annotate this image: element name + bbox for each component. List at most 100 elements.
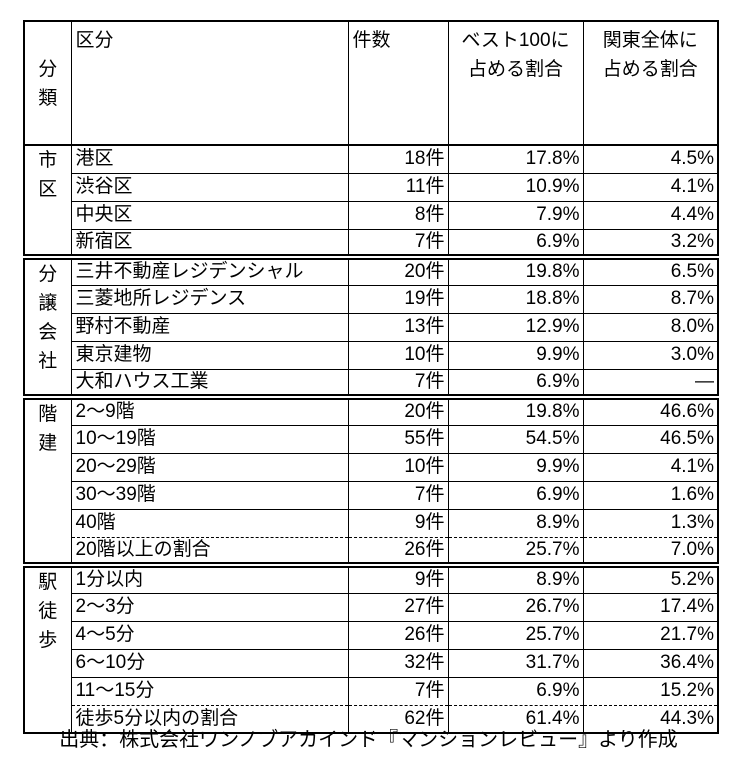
section-label-text: 階 建 xyxy=(38,404,58,454)
cell-best100: 8.9% xyxy=(447,508,584,537)
cell-kubun: 三井不動産レジデンシャル xyxy=(70,254,349,285)
cell-kubun: 30〜39階 xyxy=(70,480,349,509)
table-row: 駅 徒 歩 1分以内 9件 8.9% 5.2% xyxy=(23,562,719,733)
cell-best100: 61.4% xyxy=(447,704,584,733)
table-row: 20階以上の割合 26件 25.7% 7.0% xyxy=(24,536,719,565)
cell-best100: 54.5% xyxy=(447,424,584,453)
cell-best100: 26.7% xyxy=(447,592,584,621)
cell-kanto: — xyxy=(582,368,719,397)
cell-best100: 6.9% xyxy=(447,676,584,705)
cell-kensu: 20件 xyxy=(347,394,449,425)
cell-kensu: 11件 xyxy=(347,172,449,201)
cell-best100: 17.8% xyxy=(447,145,584,173)
cell-best100: 6.9% xyxy=(447,480,584,509)
table-row: 分 譲 会 社三井不動産レジデンシャル 20件 19.8% 6.5% xyxy=(23,254,719,397)
cell-kubun: 1分以内 xyxy=(70,562,349,593)
cell-kensu: 10件 xyxy=(347,340,449,369)
cell-best100: 6.9% xyxy=(447,368,584,397)
table-row: 4〜5分 26件 25.7% 21.7% xyxy=(24,620,719,649)
table-row: 大和ハウス工業 7件 6.9% — xyxy=(24,368,719,397)
cell-kanto: 17.4% xyxy=(582,592,719,621)
section-label: 分 譲 会 社 xyxy=(23,254,72,397)
cell-best100: 31.7% xyxy=(447,648,584,677)
cell-kubun: 大和ハウス工業 xyxy=(70,368,349,397)
cell-kubun: 4〜5分 xyxy=(70,620,349,649)
cell-kanto: 4.1% xyxy=(582,452,719,481)
cell-kensu: 7件 xyxy=(347,676,449,705)
cell-kensu: 62件 xyxy=(347,704,449,733)
cell-kanto: 8.7% xyxy=(582,284,719,313)
cell-kensu: 18件 xyxy=(347,145,449,173)
cell-kensu: 9件 xyxy=(347,562,449,593)
table-row: 10〜19階 55件 54.5% 46.5% xyxy=(24,424,719,453)
cell-kensu: 10件 xyxy=(347,452,449,481)
cell-kensu: 27件 xyxy=(347,592,449,621)
cell-kensu: 20件 xyxy=(347,254,449,285)
cell-kensu: 55件 xyxy=(347,424,449,453)
table-row: 11〜15分 7件 6.9% 15.2% xyxy=(24,676,719,705)
cell-kanto: 3.2% xyxy=(582,228,719,257)
table-row: 東京建物 10件 9.9% 3.0% xyxy=(24,340,719,369)
header-category: 分 類 xyxy=(23,21,72,146)
table-row: 市 区港区 18件 17.8% 4.5% xyxy=(23,145,719,257)
cell-best100: 9.9% xyxy=(447,340,584,369)
cell-kubun: 2〜3分 xyxy=(70,592,349,621)
cell-kensu: 7件 xyxy=(347,228,449,257)
cell-kanto: 46.5% xyxy=(582,424,719,453)
cell-kubun: 2〜9階 xyxy=(70,394,349,425)
cell-best100: 7.9% xyxy=(447,200,584,229)
cell-kubun: 徒歩5分以内の割合 xyxy=(70,704,349,733)
header-kanto-share: 関東全体に 占める割合 xyxy=(582,21,719,146)
source-note: 出典：株式会社ワンノブアカインド『マンションレビュー』より作成 xyxy=(59,729,678,751)
cell-kensu: 32件 xyxy=(347,648,449,677)
table-row: 40階 9件 8.9% 1.3% xyxy=(24,508,719,537)
table-body: 市 区港区 18件 17.8% 4.5% 渋谷区 11件 10.9% 4.1% 中央区 8件 7.9… xyxy=(23,145,719,733)
cell-kanto: 8.0% xyxy=(582,312,719,341)
header-category-label: 分 類 xyxy=(38,59,58,109)
cell-kubun: 中央区 xyxy=(70,200,349,229)
cell-kensu: 26件 xyxy=(347,620,449,649)
table-row: 三菱地所レジデンス 19件 18.8% 8.7% xyxy=(24,284,719,313)
table-row: 新宿区 7件 6.9% 3.2% xyxy=(24,228,719,257)
cell-kubun: 新宿区 xyxy=(70,228,349,257)
section-label-text: 分 譲 会 社 xyxy=(38,264,58,372)
cell-kanto: 44.3% xyxy=(582,704,719,733)
cell-best100: 25.7% xyxy=(447,536,584,565)
cell-kanto: 46.6% xyxy=(582,394,719,425)
table-row: 中央区 8件 7.9% 4.4% xyxy=(24,200,719,229)
table-row: 30〜39階 7件 6.9% 1.6% xyxy=(24,480,719,509)
cell-kanto: 36.4% xyxy=(582,648,719,677)
cell-kubun: 20階以上の割合 xyxy=(70,536,349,565)
section-label-text: 市 区 xyxy=(38,150,58,200)
section-label-text: 駅 徒 歩 xyxy=(38,572,58,651)
cell-kensu: 13件 xyxy=(347,312,449,341)
cell-best100: 10.9% xyxy=(447,172,584,201)
section-label: 市 区 xyxy=(23,145,72,257)
section-label: 駅 徒 歩 xyxy=(23,562,72,733)
cell-best100: 18.8% xyxy=(447,284,584,313)
cell-kanto: 6.5% xyxy=(582,254,719,285)
table-row: 2〜3分 27件 26.7% 17.4% xyxy=(24,592,719,621)
cell-kanto: 7.0% xyxy=(582,536,719,565)
cell-kubun: 40階 xyxy=(70,508,349,537)
table-row: 野村不動産 13件 12.9% 8.0% xyxy=(24,312,719,341)
cell-best100: 8.9% xyxy=(447,562,584,593)
cell-kubun: 港区 xyxy=(70,145,349,173)
table-row: 6〜10分 32件 31.7% 36.4% xyxy=(24,648,719,677)
cell-kubun: 渋谷区 xyxy=(70,172,349,201)
table-row: 渋谷区 11件 10.9% 4.1% xyxy=(24,172,719,201)
cell-kensu: 7件 xyxy=(347,480,449,509)
cell-kanto: 21.7% xyxy=(582,620,719,649)
cell-kensu: 19件 xyxy=(347,284,449,313)
header-best100-share: ベスト100に 占める割合 xyxy=(447,21,584,146)
cell-kubun: 6〜10分 xyxy=(70,648,349,677)
header-kensu: 件数 xyxy=(347,21,449,146)
cell-kensu: 8件 xyxy=(347,200,449,229)
cell-kanto: 1.3% xyxy=(582,508,719,537)
cell-kanto: 4.5% xyxy=(582,145,719,173)
cell-kanto: 3.0% xyxy=(582,340,719,369)
cell-kanto: 4.1% xyxy=(582,172,719,201)
cell-kubun: 東京建物 xyxy=(70,340,349,369)
cell-kubun: 10〜19階 xyxy=(70,424,349,453)
